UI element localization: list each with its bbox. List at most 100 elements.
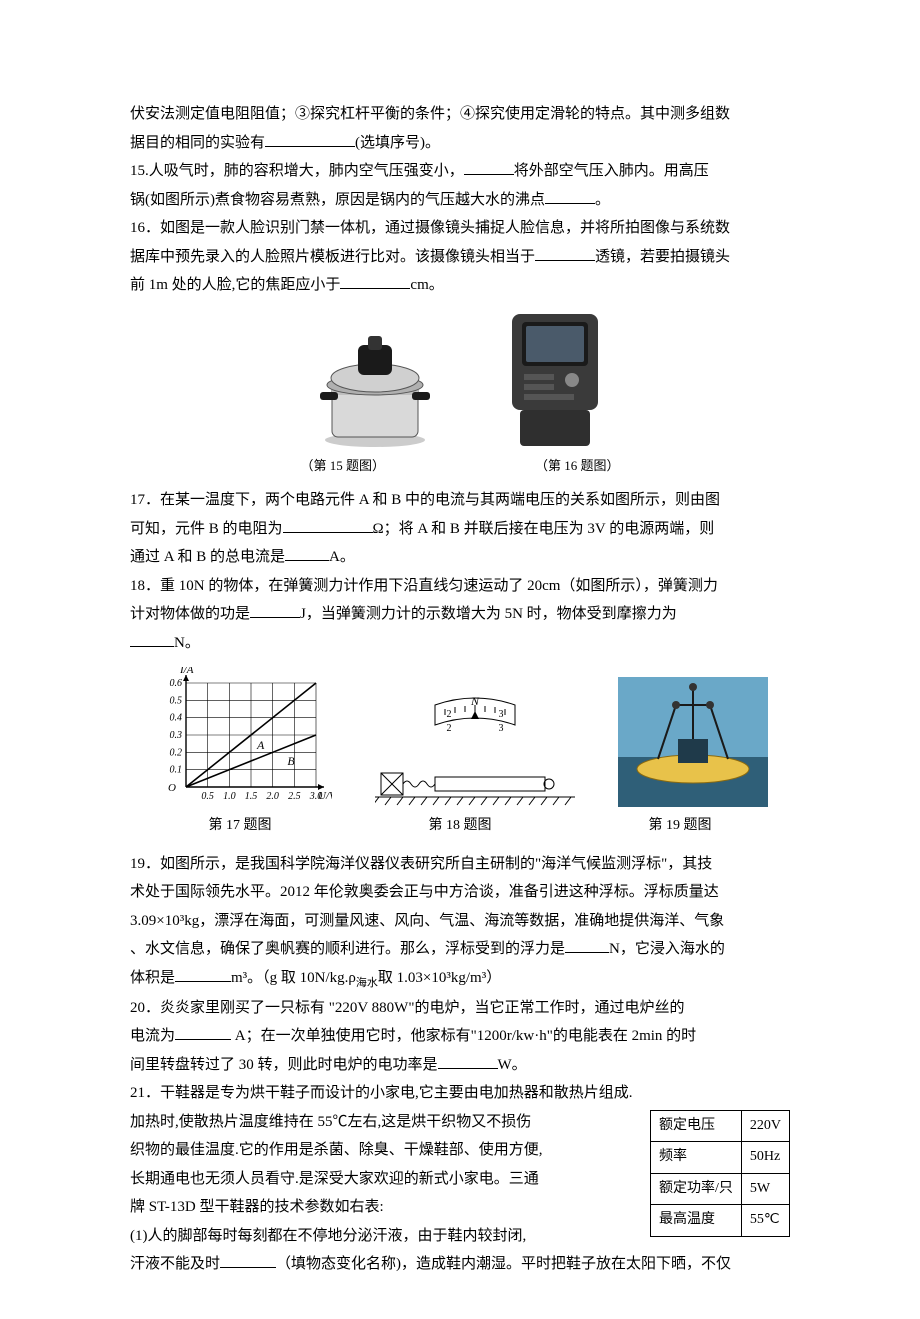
q18-l1: 18．重 10N 的物体，在弹簧测力计作用下沿直线匀速运动了 20cm（如图所示…	[130, 572, 790, 601]
svg-text:0.5: 0.5	[169, 696, 182, 707]
q21-blank[interactable]	[220, 1267, 276, 1268]
cell: 频率	[650, 1142, 741, 1174]
spring-scale-diagram: N 2 3 2 3	[375, 687, 575, 807]
q14-text-a: 据目的相同的实验有	[130, 135, 265, 151]
svg-text:1.5: 1.5	[244, 791, 257, 802]
svg-text:2: 2	[446, 709, 451, 720]
table-row: 额定电压220V	[650, 1110, 789, 1142]
fig18: N 2 3 2 3	[375, 687, 575, 807]
q17-l1: 17．在某一温度下，两个电路元件 A 和 B 中的电流与其两端电压的关系如图所示…	[130, 486, 790, 515]
cap19: 第 19 题图	[649, 813, 712, 840]
svg-text:2.0: 2.0	[266, 791, 279, 802]
q17-e: A。	[329, 549, 355, 565]
svg-text:A: A	[256, 738, 265, 752]
cell: 额定电压	[650, 1110, 741, 1142]
q17-d: 通过 A 和 B 的总电流是	[130, 549, 285, 565]
q19-d: 、水文信息，确保了奥帆赛的顺利进行。那么，浮标受到的浮力是	[130, 941, 565, 957]
q16-blank1[interactable]	[535, 260, 595, 261]
q20-l1: 20．炎炎家里刚买了一只标有 "220V 880W"的电炉，当它正常工作时，通过…	[130, 994, 790, 1023]
q21-g: 汗液不能及时	[130, 1256, 220, 1272]
q19-g: m³。（g 取 10N/kg.ρ	[231, 970, 356, 986]
svg-text:0.6: 0.6	[169, 678, 182, 689]
cell: 220V	[741, 1110, 789, 1142]
q16-c: 透镜，若要拍摄镜头	[595, 249, 730, 265]
q15-b: 将外部空气压入肺内。用高压	[514, 163, 709, 179]
q17-blank2[interactable]	[285, 560, 329, 561]
q21-h: （填物态变化名称)，造成鞋内潮湿。平时把鞋子放在太阳下晒，不仅	[276, 1256, 731, 1272]
q20-l2: 电流为 A；在一次单独使用它时，他家标有"1200r/kw·h"的电能表在 2m…	[130, 1022, 790, 1051]
q16-b: 据库中预先录入的人脸照片模板进行比对。该摄像镜头相当于	[130, 249, 535, 265]
svg-text:0.2: 0.2	[169, 748, 182, 759]
figrow-15-16	[130, 310, 790, 450]
q15: 15.人吸气时，肺的容积增大，肺内空气压强变小，将外部空气压入肺内。用高压	[130, 157, 790, 186]
svg-text:0.4: 0.4	[169, 713, 182, 724]
q14-blank[interactable]	[265, 146, 355, 147]
cell: 55℃	[741, 1205, 789, 1237]
ocean-buoy-icon	[618, 677, 768, 807]
q15-d: 。	[595, 192, 610, 208]
q21-l7: 汗液不能及时 （填物态变化名称)，造成鞋内潮湿。平时把鞋子放在太阳下晒，不仅	[130, 1250, 790, 1279]
svg-text:3: 3	[498, 723, 503, 734]
iv-chart: 0.51.01.52.02.53.00.10.20.30.40.50.6OI/A…	[152, 667, 332, 807]
fig19	[618, 677, 768, 807]
q18-l3: N。	[130, 629, 790, 658]
caprow-17-19: 第 17 题图 第 18 题图 第 19 题图	[130, 813, 790, 840]
q19-blank2[interactable]	[175, 981, 231, 982]
q15-blank1[interactable]	[464, 174, 514, 175]
q18-d: N。	[174, 635, 200, 651]
q17-blank1[interactable]	[283, 532, 373, 533]
svg-text:0.3: 0.3	[169, 730, 182, 741]
cell: 5W	[741, 1173, 789, 1205]
q18-b: 计对物体做的功是	[130, 606, 250, 622]
q17-l2: 可知，元件 B 的电阻为 Ω；将 A 和 B 并联后接在电压为 3V 的电源两端，…	[130, 515, 790, 544]
q17-c: Ω；将 A 和 B 并联后接在电压为 3V 的电源两端，则	[373, 521, 715, 537]
q19-blank1[interactable]	[565, 952, 609, 953]
q16-l2: 据库中预先录入的人脸照片模板进行比对。该摄像镜头相当于 透镜，若要拍摄镜头	[130, 243, 790, 272]
table-row: 频率50Hz	[650, 1142, 789, 1174]
svg-text:2.5: 2.5	[288, 791, 301, 802]
cap16: （第 16 题图）	[535, 454, 620, 479]
svg-text:2: 2	[446, 723, 451, 734]
caprow-15-16: （第 15 题图） （第 16 题图）	[130, 454, 790, 479]
cell: 额定功率/只	[650, 1173, 741, 1205]
q18-l2: 计对物体做的功是 J，当弹簧测力计的示数增大为 5N 时，物体受到摩擦力为	[130, 600, 790, 629]
q19-l3: 3.09×10³kg，漂浮在海面，可测量风速、风向、气温、海流等数据，准确地提供…	[130, 907, 790, 936]
q16-d: 前 1m 处的人脸,它的焦距应小于	[130, 277, 340, 293]
svg-text:B: B	[287, 754, 295, 768]
q20-d: 间里转盘转过了 30 转，则此时电炉的电功率是	[130, 1057, 438, 1073]
q19-l2: 术处于国际领先水平。2012 年伦敦奥委会正与中方洽谈，准备引进这种浮标。浮标质…	[130, 878, 790, 907]
q14-text-b: (选填序号)。	[355, 135, 440, 151]
q14-line2: 据目的相同的实验有 (选填序号)。	[130, 129, 790, 158]
spec-table: 额定电压220V 频率50Hz 额定功率/只5W 最高温度55℃	[650, 1110, 790, 1237]
table-row: 额定功率/只5W	[650, 1173, 789, 1205]
svg-text:O: O	[168, 782, 176, 794]
cap15: （第 15 题图）	[300, 454, 385, 479]
svg-text:U/V: U/V	[318, 790, 332, 802]
q19-f: 体积是	[130, 970, 175, 986]
q17-b: 可知，元件 B 的电阻为	[130, 521, 283, 537]
figrow-17-19: 0.51.01.52.02.53.00.10.20.30.40.50.6OI/A…	[130, 667, 790, 807]
q18-blank1[interactable]	[250, 617, 300, 618]
q18-c: J，当弹簧测力计的示数增大为 5N 时，物体受到摩擦力为	[300, 606, 677, 622]
svg-text:3: 3	[498, 709, 503, 720]
q15-blank2[interactable]	[545, 203, 595, 204]
q16-l1: 16．如图是一款人脸识别门禁一体机，通过摄像镜头捕捉人脸信息，并将所拍图像与系统…	[130, 214, 790, 243]
svg-text:I/A: I/A	[179, 667, 194, 676]
face-terminal-icon	[500, 310, 610, 450]
q19-sub: 海水	[356, 977, 378, 989]
cell: 50Hz	[741, 1142, 789, 1174]
fig16	[500, 310, 610, 450]
q20-b: 电流为	[130, 1028, 175, 1044]
svg-text:1.0: 1.0	[223, 791, 236, 802]
q20-blank1[interactable]	[175, 1039, 231, 1040]
q19-i: 取 1.03×10³kg/m³）	[378, 970, 501, 986]
svg-text:0.1: 0.1	[169, 765, 182, 776]
q16-l3: 前 1m 处的人脸,它的焦距应小于 cm。	[130, 271, 790, 300]
q15-c: 锅(如图所示)煮食物容易煮熟，原因是锅内的气压越大水的沸点	[130, 192, 545, 208]
q21-l1: 21．干鞋器是专为烘干鞋子而设计的小家电,它主要由电加热器和散热片组成.	[130, 1079, 790, 1108]
q19-l1: 19．如图所示，是我国科学院海洋仪器仪表研究所自主研制的"海洋气候监测浮标"，其…	[130, 850, 790, 879]
q20-blank2[interactable]	[438, 1068, 498, 1069]
q18-blank2[interactable]	[130, 646, 174, 647]
q16-e: cm。	[410, 277, 443, 293]
q16-blank2[interactable]	[340, 288, 410, 289]
